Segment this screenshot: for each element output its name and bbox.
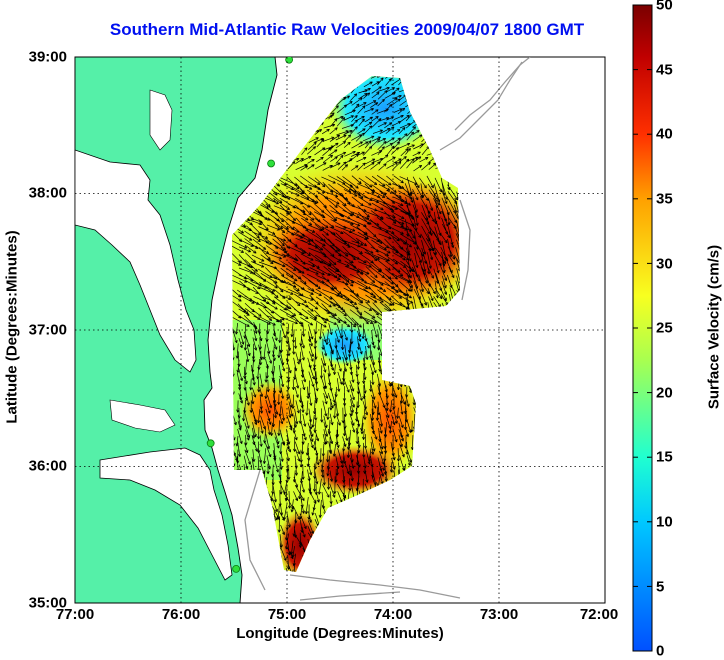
x-tick-label: 75:00: [267, 606, 307, 623]
station-marker: [267, 159, 276, 168]
station-marker: [206, 439, 215, 448]
colorbar-tick-label: 40: [656, 125, 673, 143]
bay: [75, 149, 197, 373]
x-tick-label: 77:00: [55, 606, 95, 623]
colorbar-tick-label: 20: [656, 384, 673, 402]
sound: [99, 447, 233, 581]
colorbar-tick-label: 35: [656, 190, 673, 208]
colorbar-tick-label: 5: [656, 578, 665, 596]
map-title: Southern Mid-Atlantic Raw Velocities 200…: [109, 20, 585, 39]
y-tick-label: 36:00: [28, 457, 67, 475]
colorbar-tick-label: 15: [656, 448, 673, 466]
colorbar-tick-label: 0: [656, 642, 665, 660]
x-tick-label: 72:00: [579, 606, 619, 623]
y-tick-label: 39:00: [28, 48, 67, 66]
colorbar-tick-label: 30: [656, 255, 673, 273]
y-tick-label: 35:00: [28, 594, 67, 612]
colorbar-tick-label: 45: [656, 61, 673, 79]
colorbar-tick-label: 25: [656, 319, 673, 337]
sound-inner: [109, 399, 176, 433]
station-markers: [206, 57, 294, 573]
y-tick-label: 37:00: [28, 321, 67, 339]
colorbar-label: Surface Velocity (cm/s): [705, 244, 723, 410]
x-tick-label: 73:00: [479, 606, 519, 623]
station-marker: [232, 564, 241, 573]
x-axis-label: Longitude (Degrees:Minutes): [236, 625, 444, 642]
x-tick-label: 76:00: [161, 606, 201, 623]
y-tick-label: 38:00: [28, 184, 67, 202]
bay-inlet: [149, 89, 173, 151]
grid-lines: [75, 57, 605, 603]
colorbar-tick-label: 10: [656, 513, 673, 531]
y-axis-label: Latitude (Degrees:Minutes): [3, 230, 21, 424]
colorbar-tick-label: 50: [656, 0, 673, 14]
x-tick-label: 74:00: [373, 606, 413, 623]
